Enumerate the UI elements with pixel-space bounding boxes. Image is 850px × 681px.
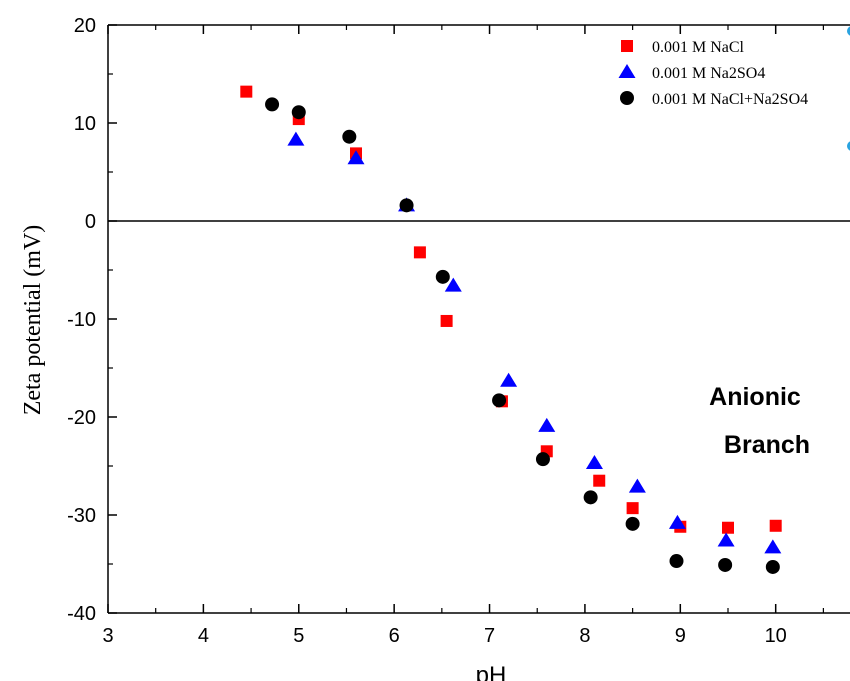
edge-marker-2 xyxy=(847,141,850,151)
data-point-circle xyxy=(535,452,550,467)
data-point-triangle xyxy=(668,514,686,529)
data-point-triangle xyxy=(287,131,305,146)
data-point-square xyxy=(722,521,734,534)
legend-label: 0.001 M NaCl xyxy=(652,39,745,56)
data-point-circle xyxy=(625,516,640,531)
legend-label: 0.001 M NaCl+Na2SO4 xyxy=(652,91,808,108)
data-point-square xyxy=(240,85,253,98)
data-point-circle xyxy=(291,105,306,120)
data-point-triangle xyxy=(717,532,735,547)
edge-marker-1 xyxy=(847,26,850,36)
data-markers xyxy=(240,85,782,574)
x-tick-label: 4 xyxy=(198,625,209,647)
x-tick-label: 9 xyxy=(675,625,686,647)
annotation-line-1: Anionic xyxy=(709,383,801,411)
x-tick-label: 10 xyxy=(765,625,787,647)
y-tick-label: -30 xyxy=(67,505,96,527)
data-point-square xyxy=(593,474,606,487)
data-point-square xyxy=(440,314,453,327)
data-point-square xyxy=(769,519,782,532)
plot-frame xyxy=(107,24,850,614)
data-point-circle xyxy=(765,559,780,574)
data-point-circle xyxy=(435,269,450,284)
legend-marker-circle xyxy=(620,91,634,105)
data-point-triangle xyxy=(764,539,782,554)
data-point-square xyxy=(626,502,639,515)
data-point-circle xyxy=(399,198,414,213)
tick-labels: 3 4 5 6 7 8 9 10 20 10 0 -10 -20 -30 -40 xyxy=(67,15,787,647)
data-point-circle xyxy=(669,554,684,569)
x-axis-title: pH xyxy=(476,662,507,681)
y-tick-label: 20 xyxy=(74,15,96,37)
data-point-triangle xyxy=(500,372,518,387)
data-point-triangle xyxy=(628,478,646,493)
annotation-line-2: Branch xyxy=(724,431,810,459)
y-tick-label: -40 xyxy=(67,603,96,625)
data-point-circle xyxy=(492,393,507,408)
y-tick-label: -10 xyxy=(67,309,96,331)
legend: 0.001 M NaCl 0.001 M Na2SO4 0.001 M NaCl+N… xyxy=(618,39,808,108)
x-tick-label: 5 xyxy=(293,625,304,647)
data-point-triangle xyxy=(585,455,603,470)
data-point-circle xyxy=(265,97,280,112)
legend-marker-square xyxy=(621,40,633,52)
y-axis-title: Zeta potential (mV) xyxy=(20,225,46,416)
x-tick-label: 7 xyxy=(484,625,495,647)
data-point-circle xyxy=(718,557,733,572)
data-point-circle xyxy=(583,490,598,505)
data-point-square xyxy=(413,246,426,259)
data-point-triangle xyxy=(538,417,556,432)
data-point-circle xyxy=(342,129,357,144)
y-tick-label: 10 xyxy=(74,113,96,135)
legend-label: 0.001 M Na2SO4 xyxy=(652,65,765,82)
data-point-triangle xyxy=(444,277,462,292)
axis-ticks xyxy=(107,24,824,614)
x-tick-label: 8 xyxy=(579,625,590,647)
x-tick-label: 6 xyxy=(389,625,400,647)
y-tick-label: -20 xyxy=(67,407,96,429)
legend-marker-triangle xyxy=(618,64,636,78)
y-tick-label: 0 xyxy=(85,211,96,233)
data-point-triangle xyxy=(347,150,365,165)
x-tick-label: 3 xyxy=(102,625,113,647)
